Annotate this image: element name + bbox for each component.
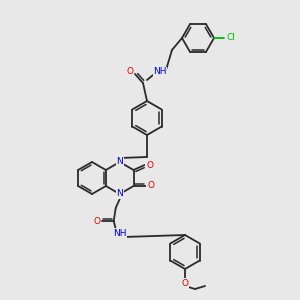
Text: O: O xyxy=(146,160,153,169)
Text: Cl: Cl xyxy=(226,34,236,43)
Text: O: O xyxy=(127,68,134,76)
Text: N: N xyxy=(116,190,123,199)
Text: O: O xyxy=(93,217,100,226)
Text: O: O xyxy=(147,182,154,190)
Text: N: N xyxy=(116,158,123,166)
Text: O: O xyxy=(182,278,188,287)
Text: NH: NH xyxy=(153,68,167,76)
Text: NH: NH xyxy=(113,229,127,238)
